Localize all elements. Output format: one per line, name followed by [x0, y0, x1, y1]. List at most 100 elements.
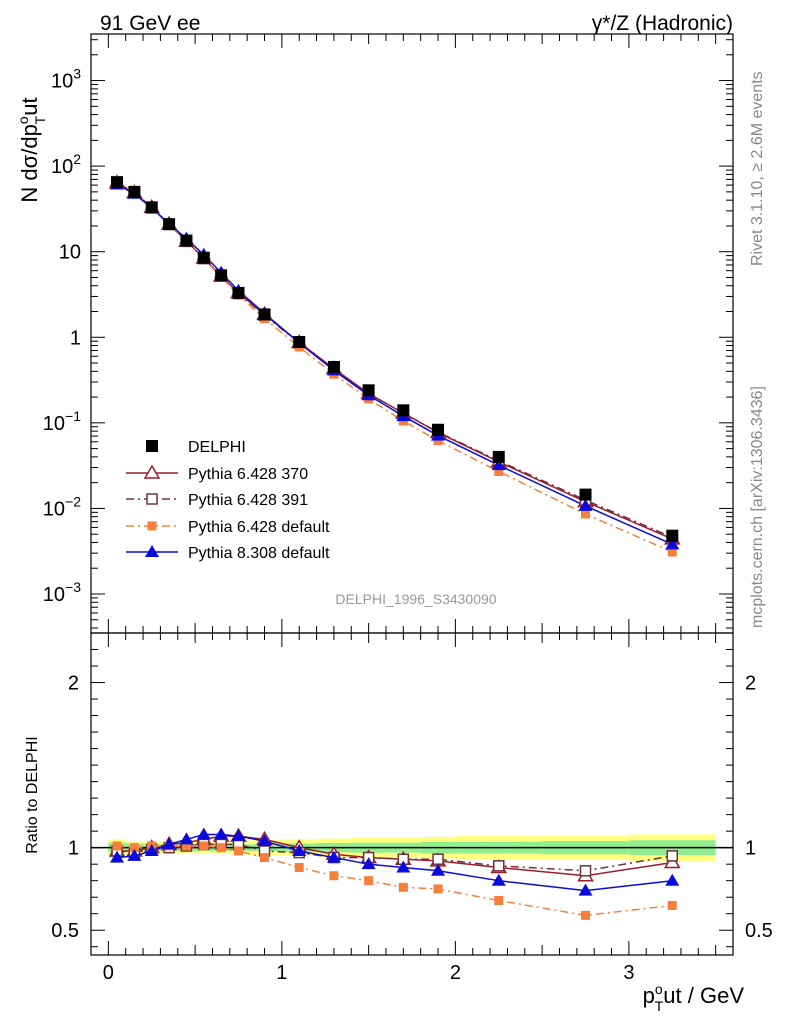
legend-label-p8def: Pythia 8.308 default [188, 545, 330, 562]
main-point-pythia-8-308-default [491, 458, 506, 471]
main-point-delphi [111, 176, 124, 189]
ratio-point-pythia-8-308-default [361, 857, 376, 870]
ratio-point-pythia-8-308-default [162, 837, 177, 850]
ylabel-main-base: N dσ/dp [17, 124, 42, 202]
ratio-point-pythia-8-308-default [665, 873, 680, 886]
ratio-point-pythia-6-428-default [494, 896, 504, 906]
header-right: γ*/Z (Hadronic) [592, 12, 733, 35]
main-point-pythia-8-308-default [665, 537, 680, 550]
main-point-delphi [362, 384, 375, 397]
main-point-pythia-8-308-default [578, 498, 593, 511]
main-point-delphi [258, 308, 271, 321]
ratio-point-pythia-8-308-default [491, 873, 506, 886]
ratio-point-pythia-6-428-default [181, 841, 191, 851]
main-point-delphi [145, 201, 158, 214]
header-left: 91 GeV ee [100, 12, 200, 35]
main-point-delphi [232, 286, 245, 299]
ratio-point-pythia-8-308-default [110, 850, 125, 863]
main-point-pythia-6-428-default [581, 509, 591, 519]
main-point-delphi [128, 185, 141, 198]
x-tick-label: 1 [276, 962, 287, 984]
ratio-point-pythia-8-308-default [231, 829, 246, 842]
ratio-point-pythia-6-428-default [129, 843, 139, 853]
main-point-delphi [579, 488, 592, 501]
main-point-pythia-6-428-default [667, 547, 677, 557]
main-frame [90, 33, 734, 634]
ratio-point-pythia-6-428-default [216, 843, 226, 853]
ratio-point-pythia-8-308-default [214, 827, 229, 840]
ratio-point-pythia-6-428-default [112, 841, 122, 851]
legend: DELPHI Pythia 6.428 370 Pythia 6.428 391… [126, 439, 330, 562]
ratio-frame [90, 632, 734, 956]
ratio-point-pythia-8-308-default [179, 832, 194, 845]
ratio-y-tick-label-right: 2 [745, 673, 756, 695]
xlabel-sup: o [655, 981, 663, 997]
main-line-pythia-6-428-370 [116, 182, 673, 540]
main-point-delphi [327, 360, 340, 373]
ratio-y-axis-label: Ratio to DELPHI [24, 736, 41, 853]
ratio-point-pythia-6-428-default [329, 871, 339, 881]
main-point-delphi [197, 251, 210, 264]
main-point-delphi [215, 269, 228, 282]
main-point-pythia-6-428-default [494, 467, 504, 477]
main-y-tick-label: 102 [51, 151, 81, 178]
ratio-y-tick-label: 1 [68, 838, 79, 860]
ratio-y-tick-label: 0.5 [51, 920, 79, 942]
main-y-axis-label: N dσ/dpoTut [15, 97, 48, 202]
legend-marker-pythia-8-308-default [145, 545, 159, 557]
ratio-point-pythia-6-428-default [433, 884, 443, 894]
xlabel-tail: ut / GeV [663, 983, 744, 1008]
x-tick-label: 3 [623, 962, 634, 984]
ratio-point-pythia-8-308-default [326, 850, 341, 863]
main-panel: 10−3 10−2 10−1 1 10 102 103 [43, 33, 734, 634]
main-line-pythia-6-428-391 [116, 182, 673, 538]
ratio-point-pythia-8-308-default [144, 843, 159, 856]
ylabel-main-sup: o [15, 116, 31, 124]
rivet-label: Rivet 3.1.10, ≥ 2.6M events [749, 71, 766, 266]
xlabel-p: p [643, 983, 655, 1008]
legend-label-p391: Pythia 6.428 391 [188, 492, 308, 509]
ratio-point-pythia-6-428-default [294, 862, 304, 872]
main-point-delphi [666, 529, 679, 542]
legend-label-delphi: DELPHI [188, 439, 246, 456]
ratio-point-pythia-6-428-default [233, 846, 243, 856]
analysis-label: DELPHI_1996_S3430090 [335, 591, 496, 607]
ratio-y-tick-label-right: 0.5 [745, 920, 773, 942]
ratio-point-pythia-6-428-default [260, 853, 270, 863]
ratio-point-pythia-6-428-default [199, 841, 209, 851]
ratio-point-pythia-6-428-391 [432, 853, 444, 865]
ratio-point-pythia-8-308-default [127, 848, 142, 861]
main-point-delphi [432, 423, 445, 436]
main-point-delphi [293, 336, 306, 349]
main-y-tick-label: 1 [70, 327, 81, 349]
x-tick-label: 2 [450, 962, 461, 984]
ratio-point-pythia-6-428-default [667, 900, 677, 910]
legend-label-p6def: Pythia 6.428 default [188, 519, 330, 536]
x-tick-label: 0 [103, 962, 114, 984]
ratio-point-pythia-6-428-391 [493, 860, 505, 872]
ratio-y-tick-label-right: 1 [745, 838, 756, 860]
main-point-delphi [180, 234, 193, 247]
ratio-point-pythia-6-428-391 [579, 865, 592, 877]
main-point-delphi [492, 450, 505, 463]
main-y-tick-label: 103 [51, 66, 81, 93]
ratio-point-pythia-8-308-default [396, 860, 411, 873]
ylabel-main-tail: ut [17, 97, 42, 115]
main-point-delphi [163, 218, 176, 231]
ratio-point-pythia-8-308-default [431, 863, 446, 876]
main-y-tick-label: 10−1 [43, 408, 81, 435]
xlabel-sub: T [655, 998, 664, 1014]
legend-marker-delphi [146, 440, 158, 452]
legend-marker-pythia-6-428-370 [143, 464, 161, 479]
legend-marker-pythia-6-428-default [147, 521, 157, 531]
ratio-point-pythia-8-308-default [196, 827, 211, 840]
main-y-tick-label: 10 [59, 242, 81, 264]
ratio-point-pythia-8-308-default [578, 883, 593, 896]
legend-label-p370: Pythia 6.428 370 [188, 466, 308, 483]
ylabel-main-sub: T [32, 115, 48, 124]
svg-text:N dσ/dpoTut: N dσ/dpoTut [15, 97, 48, 202]
x-axis-label: po Tut / GeV [643, 981, 745, 1014]
main-y-tick-label: 10−2 [43, 493, 81, 520]
ratio-point-pythia-6-428-default [364, 876, 374, 886]
